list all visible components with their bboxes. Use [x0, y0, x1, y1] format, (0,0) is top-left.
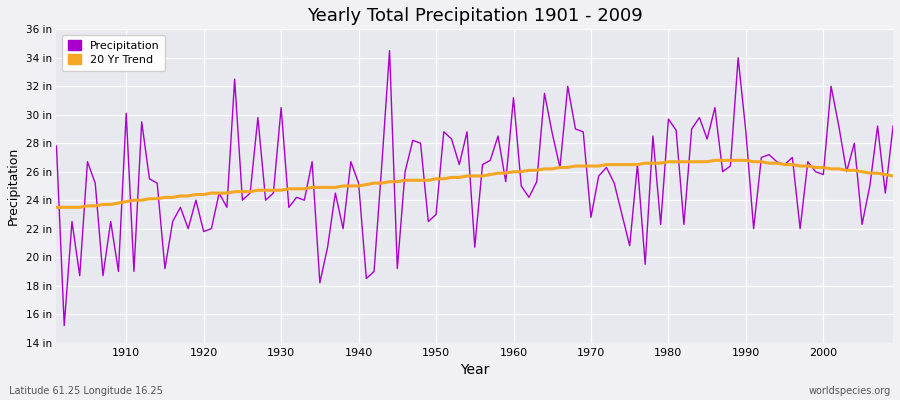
Line: 20 Yr Trend: 20 Yr Trend — [57, 160, 893, 207]
20 Yr Trend — [500, 171, 511, 176]
Precipitation — [58, 323, 69, 328]
Precipitation — [292, 195, 302, 200]
20 Yr Trend — [284, 186, 294, 191]
Title: Yearly Total Precipitation 1901 - 2009: Yearly Total Precipitation 1901 - 2009 — [307, 7, 643, 25]
20 Yr Trend — [51, 205, 62, 210]
20 Yr Trend — [887, 174, 898, 178]
Precipitation — [616, 212, 627, 217]
Text: worldspecies.org: worldspecies.org — [809, 386, 891, 396]
20 Yr Trend — [709, 158, 720, 163]
Precipitation — [51, 144, 62, 148]
Precipitation — [384, 48, 395, 53]
Precipitation — [887, 124, 898, 128]
Precipitation — [338, 226, 348, 231]
Precipitation — [121, 111, 131, 116]
20 Yr Trend — [508, 169, 519, 174]
Precipitation — [516, 184, 526, 188]
X-axis label: Year: Year — [460, 363, 490, 377]
Precipitation — [524, 195, 535, 200]
Text: Latitude 61.25 Longitude 16.25: Latitude 61.25 Longitude 16.25 — [9, 386, 163, 396]
20 Yr Trend — [113, 201, 124, 206]
Legend: Precipitation, 20 Yr Trend: Precipitation, 20 Yr Trend — [62, 35, 165, 71]
20 Yr Trend — [330, 185, 341, 190]
Line: Precipitation: Precipitation — [57, 51, 893, 326]
Y-axis label: Precipitation: Precipitation — [7, 147, 20, 225]
20 Yr Trend — [601, 162, 612, 167]
